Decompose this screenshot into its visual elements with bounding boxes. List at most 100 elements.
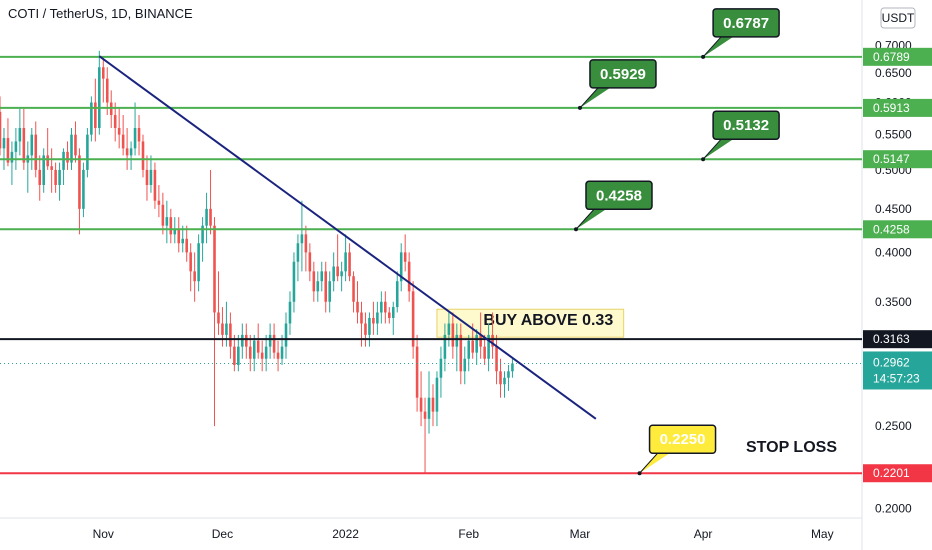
candle-body[interactable] (324, 271, 328, 302)
candle-body[interactable] (161, 204, 165, 226)
candle-body[interactable] (225, 323, 228, 335)
candle-body[interactable] (292, 261, 296, 302)
candle-body[interactable] (10, 151, 14, 163)
candle-body[interactable] (221, 323, 224, 335)
candle-body[interactable] (467, 340, 471, 359)
candle-body[interactable] (435, 377, 439, 412)
candle-body[interactable] (113, 115, 117, 129)
candle-body[interactable] (459, 334, 463, 372)
candle-body[interactable] (22, 128, 26, 163)
candle-body[interactable] (495, 346, 498, 372)
candle-body[interactable] (248, 346, 252, 359)
candle-body[interactable] (233, 346, 236, 365)
candle-body[interactable] (217, 312, 220, 324)
candle-body[interactable] (30, 134, 34, 156)
candle-body[interactable] (503, 377, 506, 385)
candle-body[interactable] (18, 128, 22, 142)
candle-body[interactable] (145, 169, 149, 185)
candle-body[interactable] (487, 334, 490, 359)
candle-body[interactable] (284, 323, 288, 347)
candle-body[interactable] (260, 352, 264, 359)
candle-body[interactable] (105, 78, 109, 103)
candle-body[interactable] (403, 252, 407, 262)
candle-body[interactable] (328, 281, 331, 302)
candle-body[interactable] (38, 169, 42, 185)
target-4-callout[interactable] (712, 8, 780, 38)
candle-body[interactable] (395, 281, 399, 308)
candle-body[interactable] (391, 307, 395, 318)
candle-body[interactable] (483, 346, 486, 359)
candle-body[interactable] (117, 128, 121, 135)
candle-body[interactable] (256, 340, 260, 353)
candle-body[interactable] (411, 291, 415, 347)
candle-body[interactable] (244, 334, 248, 347)
candle-body[interactable] (189, 252, 192, 272)
candle-body[interactable] (360, 312, 363, 324)
target-3-callout[interactable] (589, 59, 657, 89)
candle-body[interactable] (471, 340, 475, 353)
candle-body[interactable] (447, 323, 451, 335)
candle-body[interactable] (70, 134, 73, 163)
candle-body[interactable] (86, 134, 89, 170)
candle-body[interactable] (348, 252, 351, 277)
candle-body[interactable] (101, 67, 105, 79)
candle-body[interactable] (507, 371, 510, 378)
candle-body[interactable] (54, 169, 57, 185)
candle-body[interactable] (407, 261, 411, 292)
candle-body[interactable] (491, 334, 494, 347)
candle-body[interactable] (356, 301, 359, 313)
candle-body[interactable] (364, 323, 367, 335)
candle-body[interactable] (149, 169, 153, 185)
candle-body[interactable] (129, 148, 133, 156)
candle-body[interactable] (316, 281, 320, 292)
candle-body[interactable] (455, 334, 459, 347)
candle-body[interactable] (475, 334, 478, 353)
candle-body[interactable] (241, 334, 244, 347)
candle-body[interactable] (58, 169, 61, 185)
candle-body[interactable] (213, 225, 216, 313)
candle-body[interactable] (50, 166, 53, 170)
candle-body[interactable] (209, 208, 212, 226)
candle-body[interactable] (415, 346, 419, 398)
candle-body[interactable] (419, 397, 423, 412)
candle-body[interactable] (296, 243, 300, 262)
candle-body[interactable] (511, 363, 514, 372)
candle-body[interactable] (181, 238, 185, 244)
candle-body[interactable] (141, 141, 145, 170)
candle-body[interactable] (423, 411, 427, 419)
candle-body[interactable] (380, 301, 383, 313)
currency-badge[interactable] (880, 7, 916, 29)
candle-body[interactable] (66, 151, 69, 163)
candle-body[interactable] (340, 271, 343, 277)
candle-body[interactable] (272, 334, 276, 353)
candle-body[interactable] (320, 271, 324, 282)
candle-body[interactable] (427, 397, 431, 419)
candle-body[interactable] (439, 358, 443, 378)
candle-body[interactable] (312, 271, 316, 292)
candle-body[interactable] (384, 301, 387, 313)
candle-body[interactable] (82, 169, 85, 209)
buy-zone-box[interactable] (436, 308, 625, 338)
candle-body[interactable] (276, 352, 280, 359)
candle-body[interactable] (0, 111, 2, 149)
candle-body[interactable] (479, 334, 482, 347)
candle-body[interactable] (332, 266, 335, 282)
candle-body[interactable] (193, 271, 196, 282)
candle-body[interactable] (197, 243, 200, 282)
candle-body[interactable] (344, 252, 347, 272)
candle-body[interactable] (42, 155, 45, 185)
candle-body[interactable] (451, 323, 455, 347)
candle-body[interactable] (205, 208, 208, 226)
candle-body[interactable] (443, 334, 447, 359)
candle-body[interactable] (352, 276, 355, 302)
candle-body[interactable] (98, 67, 101, 129)
downtrend-line[interactable] (98, 55, 597, 420)
candle-body[interactable] (94, 102, 97, 129)
candle-body[interactable] (280, 346, 284, 359)
candle-body[interactable] (6, 138, 10, 163)
candle-body[interactable] (121, 134, 125, 149)
candle-body[interactable] (78, 155, 81, 209)
candle-body[interactable] (308, 252, 312, 272)
candle-body[interactable] (169, 217, 173, 235)
